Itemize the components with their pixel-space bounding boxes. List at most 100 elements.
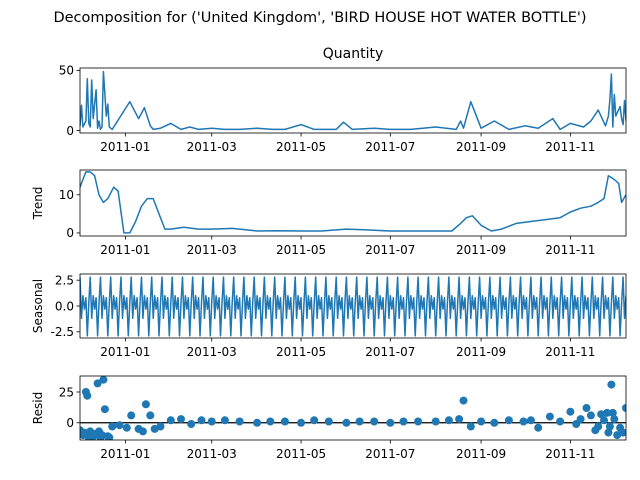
resid-point [93, 379, 102, 388]
resid-point [220, 416, 229, 425]
resid-point [582, 404, 591, 412]
x-tick-label: 2011-07 [365, 447, 415, 461]
x-tick-label: 2011-07 [365, 243, 415, 257]
x-tick-label: 2011-03 [187, 243, 237, 257]
resid-point [519, 417, 528, 426]
y-tick-label: 2.5 [55, 273, 74, 287]
x-tick-label: 2011-05 [276, 345, 326, 359]
x-tick-label: 2011-03 [187, 447, 237, 461]
resid-point [115, 421, 124, 430]
resid-point [608, 408, 617, 417]
seasonal-series-line [80, 276, 626, 337]
resid-point [444, 416, 453, 425]
data-layer [80, 171, 626, 234]
resid-point [146, 411, 155, 420]
y-tick-label: 0 [66, 226, 74, 240]
x-tick-label: 2011-09 [456, 447, 506, 461]
y-tick-label: -2.5 [51, 325, 74, 339]
resid-point [386, 418, 395, 427]
resid-point [556, 417, 565, 426]
resid-point [177, 415, 185, 424]
x-tick-label: 2011-11 [545, 345, 595, 359]
y-tick-label: 0 [66, 124, 74, 138]
x-tick-label: 2011-11 [545, 447, 595, 461]
y-axis-label: Trend [31, 187, 45, 221]
resid-point [197, 416, 206, 425]
resid-point [466, 422, 475, 431]
x-tick-label: 2011-05 [276, 140, 326, 154]
quantity-series-line [80, 70, 626, 131]
resid-point [127, 411, 136, 420]
axes-frame [79, 375, 627, 441]
resid-point [122, 423, 131, 432]
resid-point [431, 417, 440, 426]
resid-point [490, 418, 499, 427]
resid-point [100, 405, 109, 414]
y-tick-label: 50 [59, 64, 74, 78]
x-tick-label: 2011-09 [456, 243, 506, 257]
x-tick-label: 2011-01 [100, 447, 150, 461]
x-tick-label: 2011-05 [276, 447, 326, 461]
resid-point [108, 422, 117, 431]
resid-point [324, 417, 333, 426]
resid-point [534, 423, 543, 432]
panel-resid: Resid 0 25 2011-01 2011-03 2011-05 2011-07 2011… [31, 375, 627, 461]
resid-point [477, 417, 486, 426]
resid-point [266, 417, 275, 426]
resid-point [141, 400, 150, 409]
resid-point [166, 416, 175, 425]
y-tick-label: 0 [66, 416, 74, 430]
resid-point [235, 417, 244, 426]
resid-point [399, 417, 408, 426]
resid-point [586, 411, 595, 420]
panel-trend: Trend 0 10 2011-01 2011-03 2011-05 2011-07 2011… [31, 169, 627, 257]
x-tick-label: 2011-01 [100, 345, 150, 359]
resid-point [83, 391, 92, 400]
x-tick-label: 2011-03 [187, 140, 237, 154]
x-tick-label: 2011-11 [545, 140, 595, 154]
resid-point [138, 427, 147, 436]
panel-quantity: Quantity 0 50 2011-01 2011-03 2011-05 2011-07 2… [59, 46, 627, 154]
resid-point [156, 422, 165, 431]
y-tick-label: 10 [59, 188, 74, 202]
y-axis-label: Seasonal [31, 279, 45, 333]
x-tick-label: 2011-09 [456, 345, 506, 359]
resid-point [576, 415, 585, 424]
resid-point [504, 416, 513, 425]
resid-point [594, 422, 603, 431]
resid-point [414, 417, 423, 426]
x-tick-label: 2011-03 [187, 345, 237, 359]
x-tick-label: 2011-07 [365, 140, 415, 154]
resid-point [566, 407, 575, 416]
resid-point [607, 380, 616, 389]
panel-title: Quantity [323, 46, 384, 62]
resid-point [600, 416, 608, 425]
resid-point [370, 417, 379, 426]
y-axis-label: Resid [31, 392, 45, 424]
resid-point [342, 418, 351, 427]
resid-point [610, 415, 619, 424]
y-tick-label: 0.0 [55, 299, 74, 313]
resid-point [280, 417, 289, 426]
data-layer [80, 376, 626, 440]
resid-point [604, 428, 613, 437]
x-tick-label: 2011-09 [456, 140, 506, 154]
resid-point [619, 428, 626, 437]
axes-frame [79, 67, 627, 134]
resid-point [297, 418, 305, 427]
y-tick-label: 25 [59, 385, 74, 399]
data-layer [80, 276, 626, 337]
panel-seasonal: Seasonal -2.5 0.0 2.5 2011-01 2011-03 2011-05 2… [31, 273, 627, 359]
resid-point [355, 417, 364, 426]
x-tick-label: 2011-11 [545, 243, 595, 257]
resid-point [105, 433, 114, 440]
resid-point [603, 408, 611, 417]
resid-point [253, 418, 262, 427]
x-tick-label: 2011-07 [365, 345, 415, 359]
trend-series-line [80, 171, 626, 234]
resid-point [545, 412, 554, 421]
resid-point [526, 416, 535, 425]
resid-point [99, 376, 108, 384]
resid-point [187, 420, 196, 428]
